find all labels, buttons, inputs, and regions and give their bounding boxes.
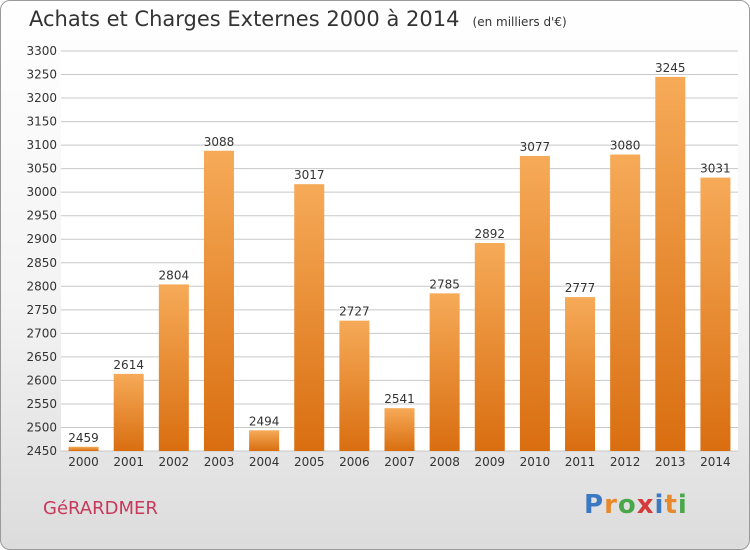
y-tick-label: 2750 <box>26 303 57 317</box>
logo-letter: r <box>604 490 618 520</box>
bar <box>158 284 189 451</box>
logo-letter: i <box>654 490 665 520</box>
x-tick-label: 2013 <box>655 455 686 469</box>
bar-value-label: 3017 <box>294 168 325 182</box>
bar-value-label: 2727 <box>339 305 370 319</box>
proxiti-logo: Proxiti <box>584 490 688 520</box>
bar-value-label: 2892 <box>474 227 505 241</box>
bar-value-label: 2541 <box>384 392 415 406</box>
bar-value-label: 3245 <box>655 61 686 75</box>
y-tick-label: 2700 <box>26 326 57 340</box>
bar <box>339 320 370 451</box>
x-tick-label: 2005 <box>294 455 325 469</box>
x-tick-label: 2010 <box>520 455 551 469</box>
bar <box>384 408 415 451</box>
x-tick-label: 2012 <box>610 455 641 469</box>
y-tick-label: 2850 <box>26 256 57 270</box>
chart-subtitle: (en milliers d'€) <box>472 15 567 29</box>
y-tick-label: 3200 <box>26 91 57 105</box>
x-tick-label: 2002 <box>159 455 190 469</box>
x-tick-label: 2007 <box>384 455 415 469</box>
bar-value-label: 2614 <box>113 358 144 372</box>
bar-value-label: 3088 <box>204 135 235 149</box>
y-tick-label: 2800 <box>26 279 57 293</box>
logo-letter: t <box>664 490 678 520</box>
y-tick-label: 3100 <box>26 138 57 152</box>
bar <box>700 177 731 451</box>
y-tick-label: 2550 <box>26 397 57 411</box>
logo-letter: i <box>677 490 688 520</box>
bars <box>68 76 731 452</box>
logo-letter: P <box>584 490 605 520</box>
bar-value-label: 2459 <box>68 431 99 445</box>
bar-value-labels: 2459 2614 2804 3088 2494 3017 2727 2541 2785 2892… <box>68 61 730 445</box>
y-tick-label: 3050 <box>26 162 57 176</box>
logo-letter: o <box>617 490 637 520</box>
bar <box>203 150 234 451</box>
y-tick-label: 3300 <box>26 44 57 58</box>
y-tick-label: 2900 <box>26 232 57 246</box>
bar-value-label: 3031 <box>700 162 731 176</box>
x-tick-label: 2003 <box>204 455 235 469</box>
title-row: Achats et Charges Externes 2000 à 2014 (… <box>29 7 567 31</box>
bar-value-label: 2785 <box>429 277 460 291</box>
bar <box>610 154 641 451</box>
x-tick-label: 2011 <box>565 455 596 469</box>
y-tick-label: 3250 <box>26 68 57 82</box>
bar <box>565 297 596 451</box>
y-tick-label: 2650 <box>26 350 57 364</box>
chart-title: Achats et Charges Externes 2000 à 2014 <box>29 7 460 31</box>
bar <box>113 373 144 451</box>
x-tick-label: 2004 <box>249 455 280 469</box>
x-axis-ticks: 2000 2001 2002 2003 2004 2005 2006 2007 2008 2009… <box>68 455 730 469</box>
y-tick-label: 2450 <box>26 444 57 458</box>
logo-letter: x <box>636 490 655 520</box>
bar-value-label: 3077 <box>520 140 551 154</box>
bar <box>68 446 99 451</box>
bar <box>655 76 686 451</box>
y-tick-label: 3000 <box>26 185 57 199</box>
bar-value-label: 2804 <box>159 268 190 282</box>
y-tick-label: 2600 <box>26 373 57 387</box>
x-tick-label: 2001 <box>113 455 144 469</box>
x-tick-label: 2009 <box>474 455 505 469</box>
y-tick-label: 2500 <box>26 420 57 434</box>
bar-value-label: 2777 <box>565 281 596 295</box>
bar <box>429 293 460 451</box>
commune-name: GéRARDMER <box>43 498 158 519</box>
x-tick-label: 2008 <box>429 455 460 469</box>
x-tick-label: 2000 <box>68 455 99 469</box>
bar <box>294 184 325 452</box>
bar-value-label: 3080 <box>610 139 641 153</box>
y-axis-ticks: 2450 2500 2550 2600 2650 2700 2750 2800 2850 2900… <box>26 44 57 458</box>
y-tick-label: 3150 <box>26 115 57 129</box>
x-tick-label: 2014 <box>700 455 731 469</box>
bar <box>474 243 505 451</box>
y-tick-label: 2950 <box>26 209 57 223</box>
bar <box>249 430 280 451</box>
x-tick-label: 2006 <box>339 455 370 469</box>
bar-value-label: 2494 <box>249 414 280 428</box>
bar <box>519 155 550 452</box>
